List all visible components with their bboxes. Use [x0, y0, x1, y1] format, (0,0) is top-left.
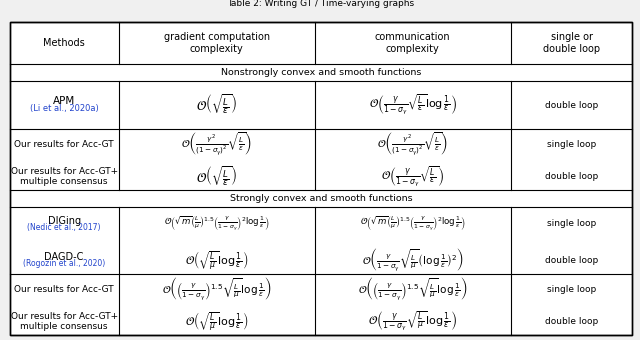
Text: $\mathcal{O}\left(\sqrt{\frac{L}{\mu}}\log\frac{1}{\epsilon}\right)$: $\mathcal{O}\left(\sqrt{\frac{L}{\mu}}\l…: [185, 310, 248, 333]
Text: $\mathcal{O}\left(\frac{\gamma^2}{(1-\sigma_\gamma)^2}\sqrt{\frac{L}{\epsilon}}\: $\mathcal{O}\left(\frac{\gamma^2}{(1-\si…: [181, 132, 252, 158]
Text: $\mathcal{O}\left(\sqrt{m}\left(\frac{L}{\mu}\right)^{1.5}\left(\frac{\gamma}{1-: $\mathcal{O}\left(\sqrt{m}\left(\frac{L}…: [360, 215, 466, 233]
Text: (Rogozin et al., 2020): (Rogozin et al., 2020): [23, 259, 105, 268]
Text: Strongly convex and smooth functions: Strongly convex and smooth functions: [230, 194, 412, 203]
Text: $\mathcal{O}\left(\sqrt{\frac{L}{\epsilon}}\right)$: $\mathcal{O}\left(\sqrt{\frac{L}{\epsilo…: [196, 93, 237, 117]
Text: single or
double loop: single or double loop: [543, 32, 600, 54]
Text: $\mathcal{O}\left(\frac{\gamma}{1-\sigma_\gamma}\sqrt{\frac{L}{\epsilon}}\log\fr: $\mathcal{O}\left(\frac{\gamma}{1-\sigma…: [369, 93, 457, 117]
Text: (Nedić et al., 2017): (Nedić et al., 2017): [28, 223, 101, 232]
Text: $\mathcal{O}\left(\sqrt{\frac{L}{\epsilon}}\right)$: $\mathcal{O}\left(\sqrt{\frac{L}{\epsilo…: [196, 165, 237, 189]
Text: Table 2: Writing GT / Time-varying graphs: Table 2: Writing GT / Time-varying graph…: [227, 0, 415, 8]
Text: $\mathcal{O}\left(\sqrt{\frac{L}{\mu}}\log\frac{1}{\epsilon}\right)$: $\mathcal{O}\left(\sqrt{\frac{L}{\mu}}\l…: [185, 249, 248, 272]
Text: $\mathcal{O}\left(\frac{\gamma}{1-\sigma_\gamma}\sqrt{\frac{L}{\epsilon}}\right): $\mathcal{O}\left(\frac{\gamma}{1-\sigma…: [381, 165, 444, 189]
Text: DIGing: DIGing: [47, 216, 81, 226]
Text: APM: APM: [53, 96, 76, 106]
Text: $\mathcal{O}\left(\sqrt{m}\left(\frac{L}{\mu}\right)^{1.5}\left(\frac{\gamma}{1-: $\mathcal{O}\left(\sqrt{m}\left(\frac{L}…: [164, 215, 269, 233]
Text: $\mathcal{O}\left(\left(\frac{\gamma}{1-\sigma_\gamma}\right)^{1.5}\sqrt{\frac{L: $\mathcal{O}\left(\left(\frac{\gamma}{1-…: [358, 276, 468, 303]
Text: $\mathcal{O}\left(\left(\frac{\gamma}{1-\sigma_\gamma}\right)^{1.5}\sqrt{\frac{L: $\mathcal{O}\left(\left(\frac{\gamma}{1-…: [162, 276, 271, 303]
Text: double loop: double loop: [545, 317, 598, 326]
Text: double loop: double loop: [545, 256, 598, 265]
Text: Our results for Acc-GT: Our results for Acc-GT: [14, 140, 114, 150]
Text: Our results for Acc-GT: Our results for Acc-GT: [14, 285, 114, 294]
Text: $\mathcal{O}\left(\frac{\gamma}{1-\sigma_\gamma}\sqrt{\frac{L}{\mu}}\left(\log\f: $\mathcal{O}\left(\frac{\gamma}{1-\sigma…: [362, 247, 463, 274]
Text: Our results for Acc-GT+
multiple consensus: Our results for Acc-GT+ multiple consens…: [10, 312, 118, 331]
Text: DAGD-C: DAGD-C: [44, 252, 84, 262]
Text: double loop: double loop: [545, 101, 598, 109]
Text: (Li et al., 2020a): (Li et al., 2020a): [29, 104, 99, 113]
Text: gradient computation
complexity: gradient computation complexity: [164, 32, 269, 54]
Text: single loop: single loop: [547, 285, 596, 294]
Text: $\mathcal{O}\left(\frac{\gamma^2}{(1-\sigma_\gamma)^2}\sqrt{\frac{L}{\epsilon}}\: $\mathcal{O}\left(\frac{\gamma^2}{(1-\si…: [377, 132, 449, 158]
Text: $\mathcal{O}\left(\frac{\gamma}{1-\sigma_\gamma}\sqrt{\frac{L}{\mu}}\log\frac{1}: $\mathcal{O}\left(\frac{\gamma}{1-\sigma…: [368, 309, 458, 334]
Text: communication
complexity: communication complexity: [375, 32, 451, 54]
Text: single loop: single loop: [547, 219, 596, 228]
Text: Methods: Methods: [44, 38, 85, 48]
Text: Nonstrongly convex and smooth functions: Nonstrongly convex and smooth functions: [221, 68, 421, 77]
Text: single loop: single loop: [547, 140, 596, 150]
Text: double loop: double loop: [545, 172, 598, 181]
Text: Our results for Acc-GT+
multiple consensus: Our results for Acc-GT+ multiple consens…: [10, 167, 118, 186]
